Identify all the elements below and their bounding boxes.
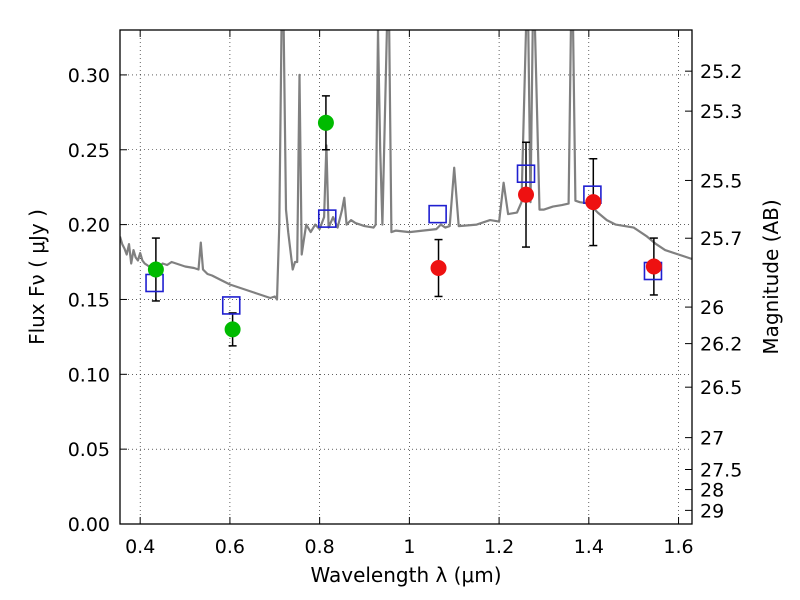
y-tick-label: 0.30 (68, 65, 110, 87)
x-tick-label: 0.8 (305, 536, 335, 558)
mag-tick-label: 25.7 (700, 228, 742, 250)
grid (120, 30, 692, 525)
mag-tick-label: 26.2 (700, 334, 742, 356)
model-photometry-square (428, 204, 447, 224)
mag-tick-label: 25.5 (700, 170, 742, 192)
observed-point (645, 258, 662, 275)
x-tick-label: 0.6 (215, 536, 245, 558)
x-tick-label: 0.4 (125, 536, 155, 558)
mag-tick-label: 26 (700, 297, 724, 319)
model-photometry-square (317, 209, 337, 228)
y-tick-label: 0.25 (68, 140, 110, 162)
observed-point (585, 194, 602, 211)
plot-frame (119, 29, 693, 525)
x-tick-label: 1.2 (484, 536, 514, 558)
sed-series (120, 30, 692, 301)
y-tick-label: 0.20 (68, 215, 110, 237)
model-photometry-square (516, 164, 536, 184)
mag-tick-label: 29 (700, 500, 724, 522)
observed-point (518, 186, 535, 203)
y-tick-label: 0.10 (68, 364, 110, 386)
y-axis-label: Flux Fν ( μJy ) (25, 209, 49, 345)
y-tick-label: 0.00 (68, 514, 110, 536)
mag-tick-label: 27.5 (700, 460, 742, 482)
mag-tick-label: 28 (700, 480, 724, 502)
x-tick-label: 1.6 (663, 536, 693, 558)
photometry-points (145, 95, 663, 347)
observed-point (224, 321, 241, 338)
sed-model-line (120, 30, 692, 301)
mag-tick-label: 25.2 (700, 61, 742, 83)
axes: 0.4 0.6 0.8 1 1.2 1.4 1.6 0.00 0.05 0.10 0.15 0.20 0… (68, 30, 742, 558)
observed-point (317, 114, 334, 131)
x-tick-label: 1.4 (574, 536, 604, 558)
mag-tick-label: 25.3 (700, 101, 742, 123)
mag-tick-label: 27 (700, 428, 724, 450)
observed-point (147, 261, 164, 278)
y-tick-label: 0.15 (68, 289, 110, 311)
mag-tick-label: 26.5 (700, 377, 742, 399)
observed-point (430, 260, 447, 277)
model-photometry-square (221, 296, 241, 315)
y-axis-right-label: Magnitude (AB) (759, 199, 783, 354)
x-tick-label: 1 (403, 536, 415, 558)
y-tick-label: 0.05 (68, 439, 110, 461)
x-axis-label: Wavelength λ (μm) (310, 563, 501, 587)
